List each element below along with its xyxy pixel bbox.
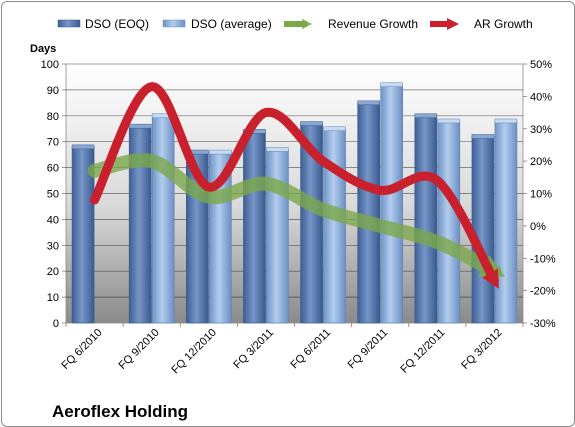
left-tick-label: 0 bbox=[53, 318, 59, 330]
legend-label-revenue-growth: Revenue Growth bbox=[328, 17, 418, 31]
bar-cap bbox=[323, 126, 346, 131]
right-tick-label: 40% bbox=[530, 91, 552, 103]
bar-cap bbox=[71, 144, 95, 150]
x-tick-label: FQ 6/2010 bbox=[59, 327, 104, 372]
right-axis: -30% -20% -10% 0% 10% 20% 30% 40% 50% bbox=[523, 59, 556, 330]
bar-dso-average bbox=[151, 115, 175, 324]
revenue-growth-line bbox=[87, 153, 506, 279]
left-tick-label: 100 bbox=[41, 59, 59, 71]
left-axis: 0 10 20 30 40 50 60 70 80 90 100 bbox=[41, 59, 66, 330]
bar-cap bbox=[471, 134, 495, 139]
legend-label-dso-eoq: DSO (EOQ) bbox=[85, 17, 149, 31]
growth-lines bbox=[87, 82, 506, 289]
left-tick-label: 40 bbox=[47, 214, 59, 226]
bar-dso-average bbox=[380, 84, 403, 324]
left-tick-label: 20 bbox=[47, 266, 59, 278]
x-tick-label: FQ 6/2011 bbox=[289, 327, 334, 372]
bar-cap bbox=[494, 118, 518, 124]
x-tick-label: FQ 9/2011 bbox=[346, 327, 391, 372]
bar-cap bbox=[380, 82, 403, 87]
legend-label-dso-average: DSO (average) bbox=[191, 17, 272, 31]
x-tick-label: FQ 3/2012 bbox=[459, 327, 504, 372]
bar-dso-average bbox=[494, 120, 518, 324]
right-tick-label: -30% bbox=[530, 318, 556, 330]
bar-cap bbox=[300, 121, 323, 126]
bar-dso-eoq bbox=[414, 115, 438, 324]
bar-cap bbox=[209, 149, 232, 155]
left-tick-label: 30 bbox=[47, 240, 59, 252]
x-tick-label: FQ 12/2010 bbox=[169, 327, 219, 377]
right-tick-label: 20% bbox=[530, 156, 552, 168]
left-tick-label: 50 bbox=[47, 189, 59, 201]
bar-dso-eoq bbox=[471, 136, 495, 324]
chart-title: Aeroflex Holding bbox=[52, 402, 188, 421]
bar-cap bbox=[357, 100, 380, 106]
legend-item-ar-growth: AR Growth bbox=[430, 17, 533, 31]
legend-swatch-dso-average bbox=[162, 19, 186, 28]
ar-growth-line bbox=[90, 82, 499, 289]
legend-swatch-dso-eoq bbox=[57, 19, 81, 28]
right-tick-label: 30% bbox=[530, 124, 552, 136]
bar-cap bbox=[128, 123, 152, 129]
legend: DSO (EOQ) DSO (average) Revenue Growth A… bbox=[57, 17, 533, 31]
x-tick-label: FQ 9/2010 bbox=[117, 327, 162, 372]
bar-cap bbox=[437, 118, 461, 124]
bar-dso-average bbox=[437, 120, 461, 324]
bar-dso-average bbox=[323, 128, 346, 324]
bar-cap bbox=[266, 147, 289, 152]
bar-cap bbox=[414, 113, 438, 119]
x-axis: FQ 6/2010 FQ 9/2010 FQ 12/2010 FQ 3/2011 FQ … bbox=[59, 323, 524, 377]
x-tick-label: FQ 12/2011 bbox=[398, 327, 447, 376]
left-tick-label: 90 bbox=[47, 85, 59, 97]
left-tick-label: 70 bbox=[47, 137, 59, 149]
left-tick-label: 10 bbox=[47, 292, 59, 304]
right-tick-label: -20% bbox=[530, 286, 556, 298]
legend-item-dso-average: DSO (average) bbox=[162, 17, 272, 31]
right-tick-label: 50% bbox=[530, 59, 552, 71]
bar-dso-average bbox=[266, 149, 289, 324]
legend-label-ar-growth: AR Growth bbox=[474, 17, 533, 31]
x-tick-label: FQ 3/2011 bbox=[231, 327, 276, 372]
left-tick-label: 80 bbox=[47, 111, 59, 123]
right-tick-label: 0% bbox=[530, 221, 546, 233]
y-axis-units-label: Days bbox=[30, 43, 56, 55]
left-tick-label: 60 bbox=[47, 163, 59, 175]
right-tick-label: 10% bbox=[530, 189, 552, 201]
legend-item-revenue-growth: Revenue Growth bbox=[284, 17, 418, 31]
bar-dso-eoq bbox=[357, 102, 380, 324]
right-tick-label: -10% bbox=[530, 253, 556, 265]
legend-item-dso-eoq: DSO (EOQ) bbox=[57, 17, 149, 31]
bar-dso-eoq bbox=[243, 131, 266, 324]
